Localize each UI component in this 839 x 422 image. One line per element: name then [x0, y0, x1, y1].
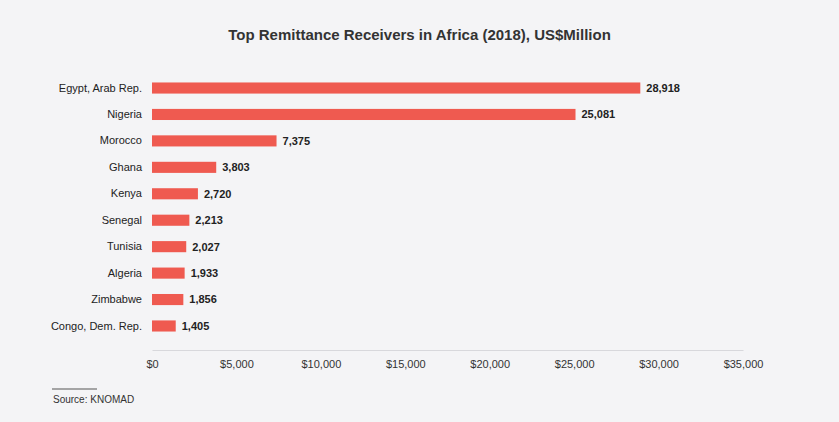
source: Source: KNOMAD — [53, 394, 134, 405]
value-tick: $15,000 — [386, 350, 426, 370]
tick-label: $25,000 — [555, 358, 595, 370]
title: Top Remittance Receivers in Africa (2018… — [228, 26, 611, 43]
bar — [152, 241, 186, 252]
category-label: Ghana — [109, 161, 143, 173]
value-tick: $10,000 — [301, 350, 341, 370]
category-axis: Egypt, Arab Rep. Nigeria Morocco Ghana Kenya… — [51, 82, 150, 332]
data-label: 1,856 — [189, 293, 217, 305]
tick-label: $10,000 — [301, 358, 341, 370]
data-label: 7,375 — [283, 135, 311, 147]
category-tick: Zimbabwe — [91, 293, 150, 305]
category-tick: Nigeria — [107, 108, 150, 120]
category-tick: Egypt, Arab Rep. — [59, 82, 150, 94]
data-label: 28,918 — [646, 82, 680, 94]
bars — [152, 82, 640, 331]
category-label: Morocco — [100, 134, 142, 146]
value-axis: $0 $5,000 $10,000 $15,000 $20,000 $25,000 $30,… — [146, 350, 763, 370]
data-label: 1,405 — [182, 320, 210, 332]
data-label: 1,933 — [191, 267, 219, 279]
tick-label: $20,000 — [470, 358, 510, 370]
bar — [152, 135, 277, 146]
category-label: Tunisia — [107, 240, 143, 252]
category-label: Zimbabwe — [91, 293, 142, 305]
category-label: Egypt, Arab Rep. — [59, 82, 142, 94]
data-label: 2,027 — [192, 241, 220, 253]
category-label: Algeria — [108, 267, 143, 279]
bar — [152, 294, 183, 305]
value-tick: $25,000 — [555, 350, 595, 370]
tick-label: $35,000 — [724, 358, 764, 370]
source-rule — [52, 389, 97, 390]
data-label: 2,213 — [195, 214, 223, 226]
category-tick: Senegal — [102, 214, 150, 226]
bar — [152, 82, 640, 93]
category-tick: Tunisia — [107, 240, 150, 252]
data-labels: 28,918 25,081 7,375 3,803 2,720 2,213 2,027 1,9… — [182, 82, 680, 332]
category-tick: Morocco — [100, 134, 150, 146]
tick-label: $0 — [146, 358, 158, 370]
bar — [152, 215, 189, 226]
tick-label: $5,000 — [220, 358, 254, 370]
chart: Top Remittance Receivers in Africa (2018… — [0, 0, 839, 422]
background — [0, 0, 839, 422]
category-tick: Algeria — [108, 267, 150, 279]
value-tick: $30,000 — [639, 350, 679, 370]
axis-line — [153, 350, 744, 351]
category-tick: Ghana — [109, 161, 150, 173]
data-label: 2,720 — [204, 188, 232, 200]
bar — [152, 162, 216, 173]
data-label: 25,081 — [582, 108, 616, 120]
category-label: Nigeria — [107, 108, 143, 120]
category-label: Kenya — [111, 187, 143, 199]
category-tick: Kenya — [111, 187, 150, 199]
value-tick: $5,000 — [220, 350, 254, 370]
bar — [152, 109, 576, 120]
category-label: Congo, Dem. Rep. — [51, 320, 142, 332]
tick-label: $15,000 — [386, 358, 426, 370]
bar — [152, 320, 176, 331]
category-tick: Congo, Dem. Rep. — [51, 320, 150, 332]
bar — [152, 188, 198, 199]
bar — [152, 268, 185, 279]
value-tick: $20,000 — [470, 350, 510, 370]
data-label: 3,803 — [222, 161, 250, 173]
category-label: Senegal — [102, 214, 142, 226]
value-tick: $35,000 — [724, 350, 764, 370]
tick-label: $30,000 — [639, 358, 679, 370]
value-tick: $0 — [146, 350, 158, 370]
